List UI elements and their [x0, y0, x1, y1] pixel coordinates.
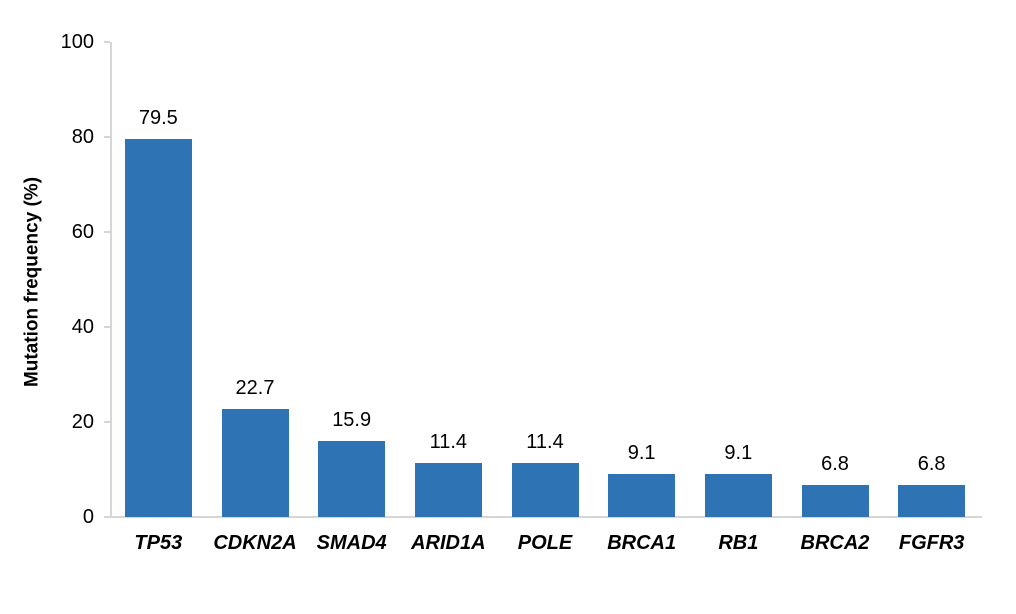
bar-value-label: 9.1 — [724, 441, 753, 464]
y-axis-tick — [104, 516, 110, 518]
bar — [801, 484, 869, 517]
x-axis-category-label: RB1 — [718, 532, 759, 554]
y-axis-tick — [104, 326, 110, 328]
bar-value-label: 79.5 — [138, 107, 178, 130]
x-axis-category-label: ARID1A — [411, 532, 486, 554]
y-axis-tick-label: 80 — [71, 126, 94, 148]
bar-value-label: 11.4 — [526, 430, 564, 453]
y-axis-title: Mutation frequency (%) — [21, 176, 43, 388]
x-axis-category-label: SMAD4 — [316, 532, 387, 554]
x-axis-category-label: CDKN2A — [213, 532, 297, 554]
y-axis-tick-label: 0 — [82, 506, 94, 528]
x-axis-category-label: BRCA1 — [607, 532, 677, 554]
y-axis-tick-label: 100 — [60, 31, 94, 53]
y-axis-tick-label: 20 — [71, 411, 94, 433]
bar — [221, 409, 289, 517]
x-axis-category-label: FGFR3 — [898, 532, 965, 554]
x-axis-category-label: POLE — [517, 532, 573, 554]
y-axis-tick — [104, 41, 110, 43]
bar — [318, 441, 386, 517]
y-axis-tick — [104, 136, 110, 138]
y-axis-line — [110, 42, 112, 517]
y-axis-tick-label: 40 — [71, 316, 94, 338]
bar-value-label: 11.4 — [429, 430, 468, 453]
plot-area: 0 20 40 60 80 100 79.5 TP53 22.7 CDKN2A 15.9 SMAD4 1… — [61, 31, 982, 554]
y-axis-tick — [104, 421, 110, 423]
bar — [608, 473, 676, 517]
y-axis-tick — [104, 231, 110, 233]
bar-value-label: 6.8 — [917, 452, 946, 475]
bar-value-label: 9.1 — [627, 441, 656, 464]
x-axis-category-label: BRCA2 — [800, 532, 870, 554]
bar — [414, 462, 482, 517]
y-axis-tick-label: 60 — [71, 221, 94, 243]
bar-value-label: 22.7 — [235, 377, 275, 400]
bar — [704, 473, 772, 517]
bar — [898, 484, 966, 517]
bar-value-label: 15.9 — [332, 409, 372, 432]
bar-value-label: 6.8 — [821, 452, 849, 475]
x-axis-category-label: TP53 — [134, 532, 183, 554]
bar — [511, 462, 579, 517]
bar — [124, 139, 192, 517]
